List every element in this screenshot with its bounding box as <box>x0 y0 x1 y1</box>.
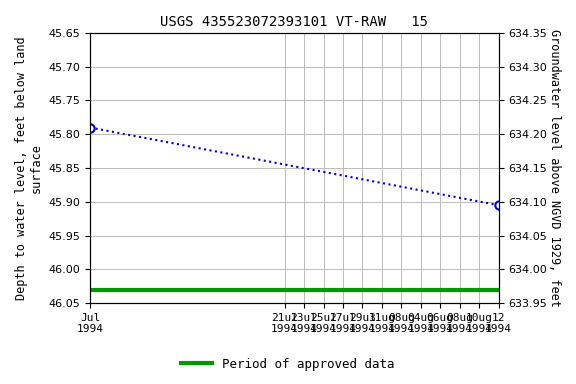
Title: USGS 435523072393101 VT-RAW   15: USGS 435523072393101 VT-RAW 15 <box>160 15 429 29</box>
Y-axis label: Depth to water level, feet below land
surface: Depth to water level, feet below land su… <box>15 36 43 300</box>
Y-axis label: Groundwater level above NGVD 1929, feet: Groundwater level above NGVD 1929, feet <box>548 29 561 307</box>
Legend: Period of approved data: Period of approved data <box>176 353 400 376</box>
